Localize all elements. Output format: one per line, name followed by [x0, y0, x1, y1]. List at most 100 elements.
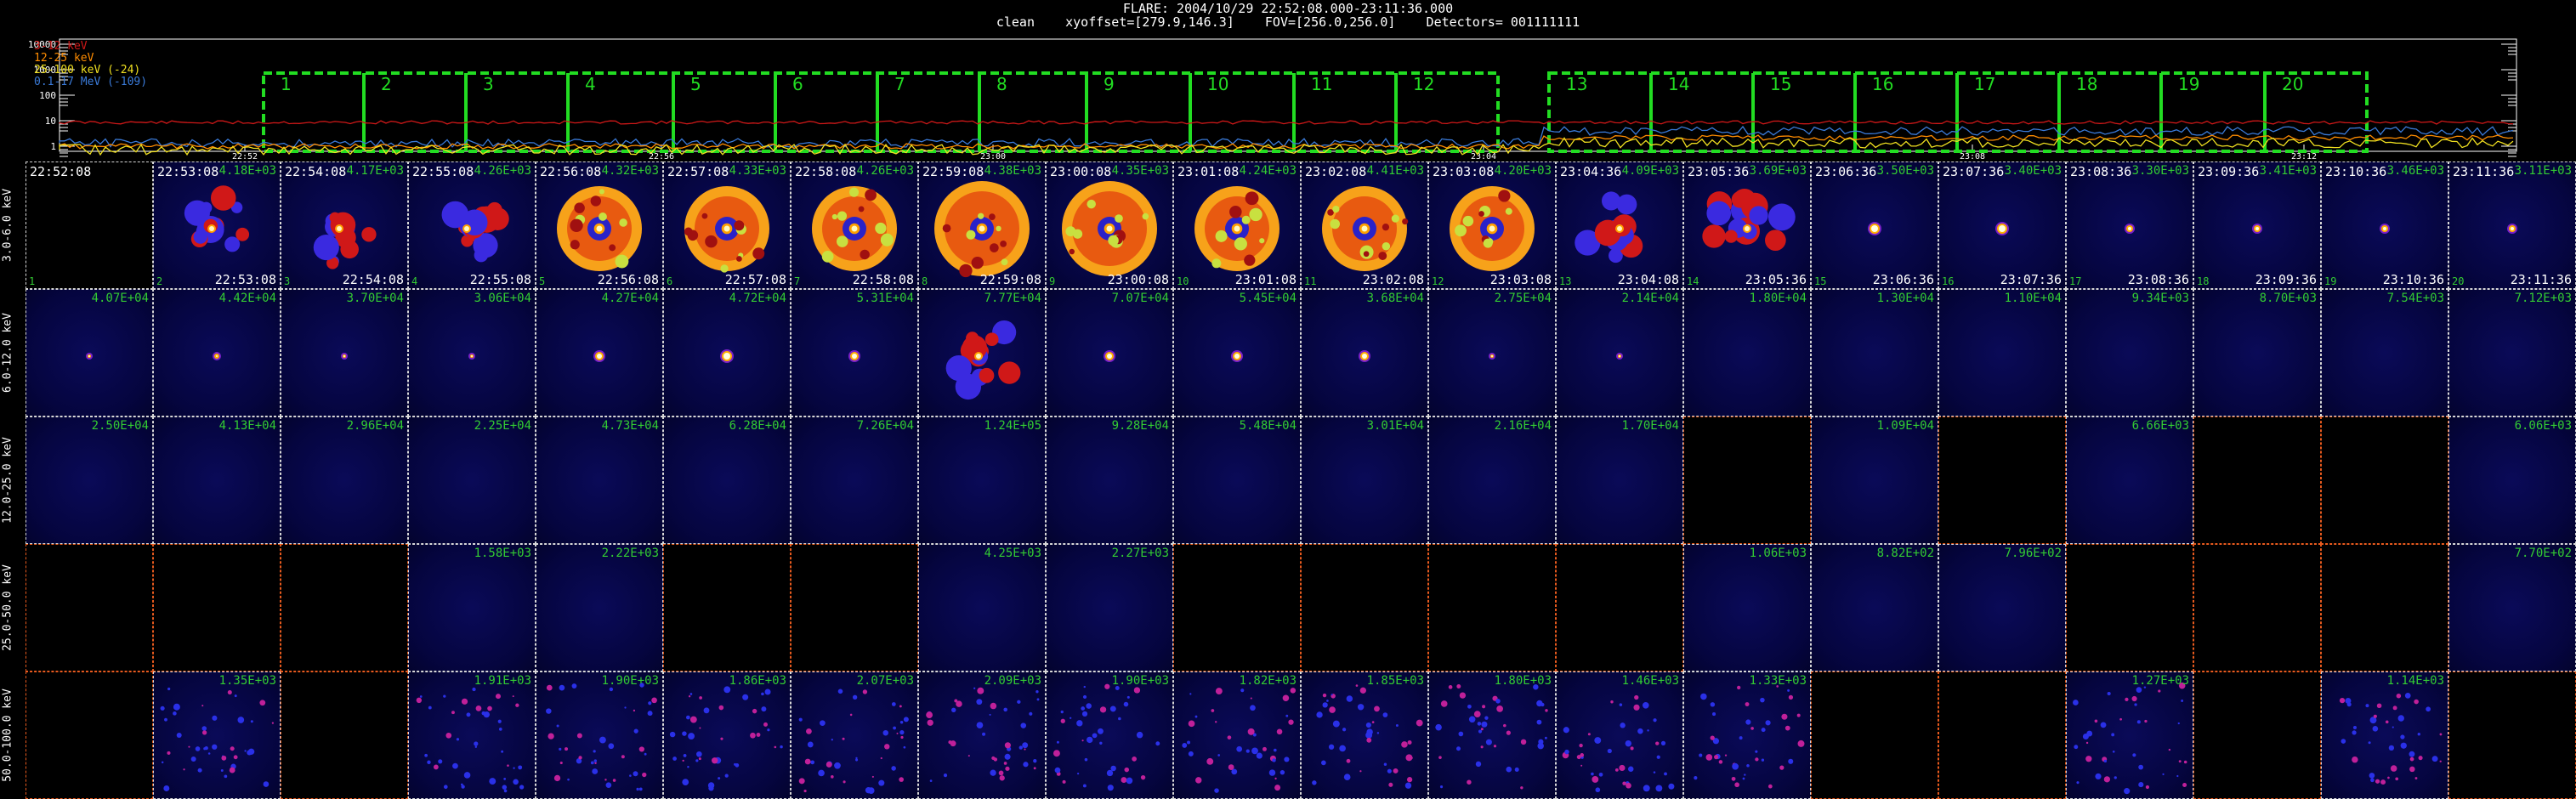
noise-speckle	[1126, 777, 1133, 785]
noise-speckle	[1710, 735, 1715, 740]
noise-speckle	[1274, 777, 1277, 780]
max-value-label: 1.14E+03	[2386, 674, 2444, 688]
noise-speckle	[2414, 777, 2418, 779]
cell-image	[2194, 290, 2320, 416]
noise-speckle	[1017, 700, 1021, 704]
cell-image	[409, 545, 535, 671]
noise-speckle	[1626, 782, 1631, 789]
cell-image	[1047, 417, 1172, 543]
noise-speckle	[1382, 712, 1388, 717]
noise-speckle	[647, 711, 653, 717]
max-value-label: 1.80E+03	[1494, 674, 1552, 688]
noise-speckle	[1279, 769, 1285, 775]
source-speckle	[1332, 205, 1340, 213]
cell-image	[1684, 545, 1810, 671]
noise-speckle	[247, 748, 255, 755]
noise-speckle	[1406, 777, 1413, 783]
noise-speckle	[609, 687, 614, 692]
interval-label: 15	[1770, 74, 1791, 94]
noise-speckle	[1405, 754, 1413, 762]
noise-speckle	[221, 755, 227, 761]
source-patch	[1749, 206, 1768, 225]
max-value-label: 3.50E+03	[1876, 164, 1934, 178]
interval-label: 14	[1668, 74, 1689, 94]
noise-speckle	[1018, 745, 1023, 750]
noise-speckle	[1745, 702, 1750, 706]
source-patch	[193, 230, 207, 244]
image-cell: 1.14E+03	[2321, 672, 2448, 799]
source-speckle	[609, 244, 616, 252]
noise-speckle	[1155, 741, 1160, 746]
legend-entry: 12-25 keV	[34, 52, 94, 65]
noise-speckle	[669, 731, 676, 738]
noise-speckle	[2409, 766, 2415, 773]
noise-speckle	[546, 708, 552, 714]
interval-label: 19	[2178, 74, 2199, 94]
cell-image	[536, 545, 662, 671]
core-inner	[976, 354, 981, 359]
cell-image	[1575, 191, 1643, 264]
energy-band-label: 25.0-50.0 keV	[0, 544, 15, 672]
noise-speckle	[1339, 745, 1346, 752]
noise-speckle	[636, 787, 639, 791]
noise-speckle	[1480, 728, 1484, 731]
noise-speckle	[419, 695, 423, 698]
noise-speckle	[1320, 760, 1326, 766]
max-value-label: 4.25E+03	[984, 547, 1041, 560]
noise-speckle	[474, 745, 478, 748]
source-speckle	[1455, 224, 1467, 237]
noise-speckle	[774, 745, 777, 749]
noise-speckle	[1473, 711, 1481, 718]
noise-speckle	[1086, 703, 1092, 709]
noise-speckle	[689, 716, 697, 723]
image-cell: 9.28E+04	[1046, 416, 1173, 544]
noise-speckle	[682, 779, 689, 786]
noise-speckle	[1115, 686, 1120, 690]
noise-speckle	[1564, 749, 1569, 755]
noise-speckle	[2132, 753, 2136, 757]
noise-speckle	[1217, 754, 1221, 756]
image-cell: 2.96E+04	[281, 416, 408, 544]
source-speckle	[858, 206, 865, 212]
noise-speckle	[1374, 706, 1380, 712]
noise-speckle	[2339, 698, 2346, 704]
image-cell	[281, 672, 408, 799]
source-center	[852, 354, 857, 359]
source-center	[2255, 227, 2259, 230]
noise-speckle	[518, 765, 523, 770]
end-time-label: 23:08:36	[2127, 272, 2189, 287]
image-cell: 1.80E+04	[1683, 289, 1811, 416]
start-time-label: 23:11:36	[2453, 164, 2515, 179]
noise-speckle	[2426, 706, 2431, 712]
noise-speckle	[806, 728, 812, 734]
max-value-label: 3.40E+03	[2004, 164, 2062, 178]
noise-speckle	[1448, 685, 1453, 689]
noise-speckle	[224, 774, 228, 779]
max-value-label: 1.33E+03	[1749, 674, 1807, 688]
image-cell: 1.70E+04	[1556, 416, 1683, 544]
noise-speckle	[1099, 741, 1103, 745]
source-patch	[966, 332, 979, 345]
noise-speckle	[2388, 745, 2395, 751]
noise-speckle	[497, 719, 502, 723]
noise-speckle	[1328, 744, 1335, 750]
noise-speckle	[2111, 733, 2115, 737]
noise-speckle	[695, 759, 699, 762]
interval-index: 6	[667, 275, 673, 287]
noise-speckle	[1438, 756, 1442, 759]
noise-speckle	[867, 787, 875, 794]
noise-speckle	[1594, 737, 1602, 744]
cell-image	[154, 417, 280, 543]
noise-speckle	[1082, 694, 1087, 700]
noise-speckle	[1576, 755, 1581, 760]
noise-speckle	[2103, 776, 2110, 783]
cell-image	[2449, 417, 2575, 543]
noise-speckle	[798, 717, 803, 722]
cell-image	[341, 353, 348, 360]
noise-speckle	[590, 761, 594, 765]
noise-speckle	[2365, 704, 2369, 708]
noise-speckle	[160, 706, 165, 711]
noise-speckle	[2100, 722, 2107, 728]
noise-speckle	[1126, 695, 1130, 699]
start-time-label: 22:56:08	[540, 164, 602, 179]
